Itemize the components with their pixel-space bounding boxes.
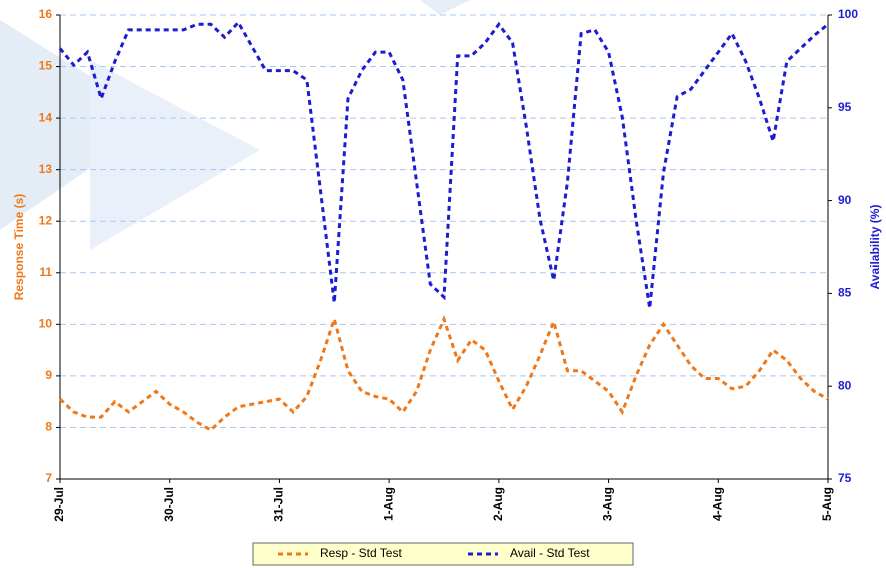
x-tick-label: 4-Aug: [710, 487, 724, 521]
x-tick-label: 3-Aug: [601, 487, 615, 521]
y2-tick-label: 85: [838, 286, 852, 300]
y2-tick-label: 80: [838, 378, 852, 392]
y-tick-label: 14: [39, 110, 53, 124]
y-tick-label: 7: [45, 471, 52, 485]
y-axis-label: Response Time (s): [12, 194, 26, 300]
y-tick-label: 16: [39, 7, 53, 21]
series-line: [58, 19, 829, 309]
legend-box: [252, 542, 634, 566]
y-tick-label: 12: [39, 213, 53, 227]
x-tick-label: 29-Jul: [52, 487, 66, 522]
y-tick-label: 13: [39, 162, 53, 176]
y2-tick-label: 95: [838, 100, 852, 114]
x-tick-label: 31-Jul: [272, 487, 286, 522]
y2-tick-label: 90: [838, 193, 852, 207]
x-tick-label: 2-Aug: [491, 487, 505, 521]
x-tick-label: 1-Aug: [381, 487, 395, 521]
y2-axis-label: Availability (%): [868, 205, 882, 290]
y2-tick-label: 100: [838, 7, 858, 21]
y-tick-label: 15: [39, 59, 53, 73]
x-tick-label: 30-Jul: [162, 487, 176, 522]
legend-label: Avail - Std Test: [510, 546, 590, 560]
x-tick-label: 5-Aug: [820, 487, 834, 521]
series-line: [58, 313, 829, 432]
y-tick-label: 9: [45, 368, 52, 382]
y-tick-label: 11: [39, 265, 52, 279]
background-decoration: [0, 0, 470, 250]
y-tick-label: 10: [39, 317, 53, 331]
legend-label: Resp - Std Test: [320, 546, 402, 560]
y-tick-label: 8: [45, 420, 52, 434]
y2-tick-label: 75: [838, 471, 852, 485]
